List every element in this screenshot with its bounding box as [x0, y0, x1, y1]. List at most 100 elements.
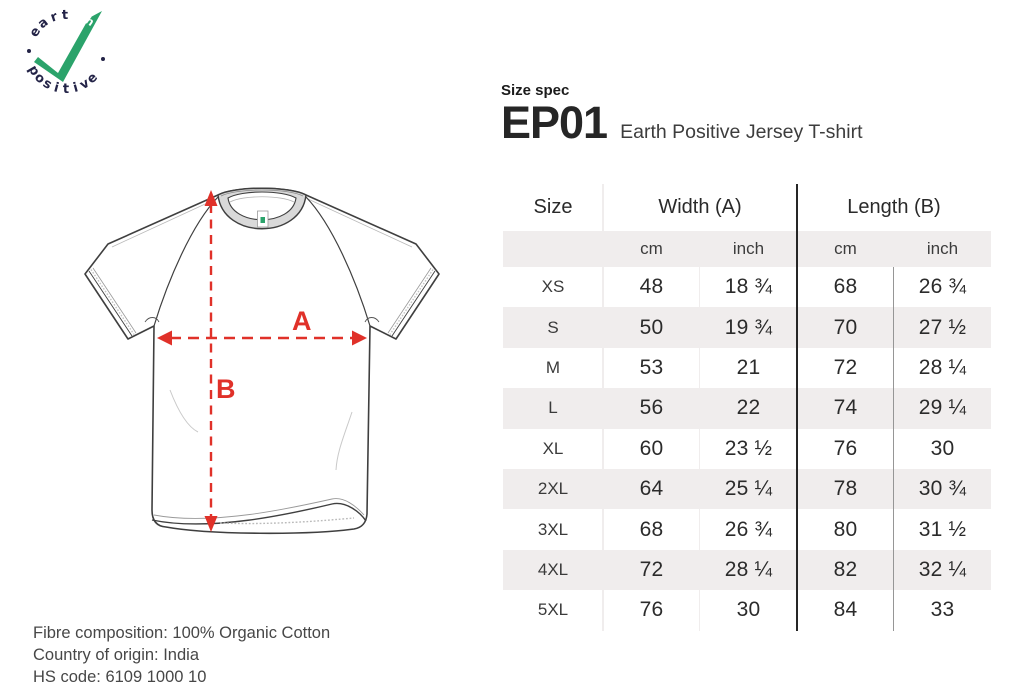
fibre-composition: Fibre composition: 100% Organic Cotton: [33, 624, 331, 642]
svg-text:t: t: [63, 82, 69, 97]
size-spec-label: Size spec: [501, 82, 570, 99]
size-row: 3XL 68 26 ¾ 80 31 ½: [503, 509, 991, 549]
table-divider-width-cm-inch: [699, 267, 700, 631]
width-cm-cell: 68: [639, 517, 664, 541]
length-cm-cell: 82: [833, 557, 858, 581]
length-inch-cell: 30 ¾: [918, 477, 967, 501]
size-cell: XL: [542, 438, 564, 458]
length-inch-cell: 31 ½: [918, 517, 967, 541]
table-divider-size-width: [602, 184, 604, 631]
collar-top-line: [220, 189, 304, 197]
unit-length-inch: inch: [926, 239, 959, 258]
earth-positive-logo: e a r t p o s i t i v e h: [25, 8, 105, 97]
svg-text:i: i: [72, 80, 80, 96]
armhole-seams: [153, 196, 371, 327]
width-arrowhead-right: [352, 330, 367, 346]
svg-text:i: i: [52, 80, 60, 96]
length-inch-cell: 27 ½: [918, 315, 967, 339]
size-spec-table: Size Width (A) Length (B) cm inch cm inc…: [503, 184, 991, 631]
size-cell: 4XL: [537, 559, 569, 579]
units-spacer: [503, 231, 603, 267]
width-label: A: [292, 306, 312, 336]
table-divider-length-cm-inch: [893, 267, 894, 631]
product-info: Fibre composition: 100% Organic Cotton C…: [33, 622, 330, 688]
length-cm-cell: 70: [833, 315, 858, 339]
size-row: XS 48 18 ¾ 68 26 ¾: [503, 267, 991, 307]
size-cell: 3XL: [537, 519, 569, 539]
length-inch-cell: 26 ¾: [918, 275, 967, 299]
product-code: EP01: [501, 97, 608, 148]
checkmark-icon: [34, 11, 102, 82]
unit-width-inch: inch: [732, 239, 765, 258]
size-row: 5XL 76 30 84 33: [503, 590, 991, 630]
size-row: S 50 19 ¾ 70 27 ½: [503, 307, 991, 348]
size-row: M 53 21 72 28 ¼: [503, 348, 991, 388]
hs-code: HS code: 6109 1000 10: [33, 668, 207, 686]
col-header-length: Length (B): [847, 196, 941, 218]
length-cm-cell: 74: [833, 396, 858, 420]
length-cm-cell: 84: [833, 598, 858, 622]
width-inch-cell: 19 ¾: [724, 315, 773, 339]
svg-text:r: r: [49, 9, 61, 25]
length-inch-cell: 29 ¼: [918, 396, 967, 420]
logo-right-dot: [101, 57, 105, 61]
col-header-size: Size: [533, 196, 573, 218]
length-arrowhead-bottom: [204, 516, 218, 532]
svg-text:t: t: [62, 8, 69, 23]
col-header-width: Width (A): [658, 196, 742, 218]
length-inch-cell: 28 ¼: [918, 355, 967, 379]
shoulder-seams: [111, 198, 413, 248]
length-arrowhead-top: [204, 190, 218, 206]
width-inch-cell: 28 ¼: [724, 557, 773, 581]
hem-stitches: [219, 517, 355, 525]
length-label: B: [216, 374, 236, 404]
size-cell: L: [548, 398, 558, 418]
cuff-stitches: [90, 269, 434, 335]
unit-width-cm: cm: [640, 239, 663, 258]
width-inch-cell: 22: [736, 396, 761, 420]
size-cell: 5XL: [537, 600, 569, 620]
size-row: 4XL 72 28 ¼ 82 32 ¼: [503, 549, 991, 591]
tshirt-diagram: A B: [84, 187, 440, 535]
length-inch-cell: 30: [930, 436, 955, 460]
hem-fold-inner: [153, 498, 365, 519]
size-cell: M: [545, 357, 561, 377]
collar-stitch: [229, 196, 295, 203]
size-cell: 2XL: [537, 479, 569, 499]
size-cell: S: [547, 317, 559, 337]
width-inch-cell: 25 ¼: [724, 477, 773, 501]
country-of-origin: Country of origin: India: [33, 646, 200, 664]
underarm-marks: [144, 317, 380, 323]
width-inch-cell: 18 ¾: [724, 275, 773, 299]
table-divider-width-length: [796, 184, 798, 631]
width-inch-cell: 30: [736, 598, 761, 622]
width-cm-cell: 72: [639, 557, 664, 581]
width-inch-cell: 23 ½: [724, 436, 773, 460]
width-arrowhead-left: [157, 330, 172, 346]
unit-length-cm: cm: [834, 239, 857, 258]
length-inch-cell: 33: [930, 598, 955, 622]
cuff-inner-lines: [92, 267, 432, 334]
product-name: Earth Positive Jersey T-shirt: [620, 121, 863, 143]
length-cm-cell: 68: [833, 275, 858, 299]
collar-inner: [227, 191, 297, 221]
size-row: L 56 22 74 29 ¼: [503, 388, 991, 429]
width-cm-cell: 53: [639, 355, 664, 379]
product-header: Size spec EP01 Earth Positive Jersey T-s…: [501, 82, 862, 145]
width-inch-cell: 21: [736, 355, 761, 379]
length-cm-cell: 76: [833, 436, 858, 460]
length-cm-cell: 72: [833, 355, 858, 379]
size-row: 2XL 64 25 ¼ 78 30 ¾: [503, 468, 991, 510]
hem-fold: [151, 502, 367, 525]
logo-left-dot: [27, 49, 31, 53]
length-inch-cell: 32 ¼: [918, 557, 967, 581]
width-inch-cell: 26 ¾: [724, 517, 773, 541]
width-cm-cell: 60: [639, 436, 664, 460]
fold-lines: [169, 389, 353, 471]
neck-label-logo: [260, 217, 265, 223]
width-cm-cell: 48: [639, 275, 664, 299]
size-cell: XS: [541, 277, 565, 297]
width-cm-cell: 64: [639, 477, 664, 501]
width-cm-cell: 76: [639, 598, 664, 622]
